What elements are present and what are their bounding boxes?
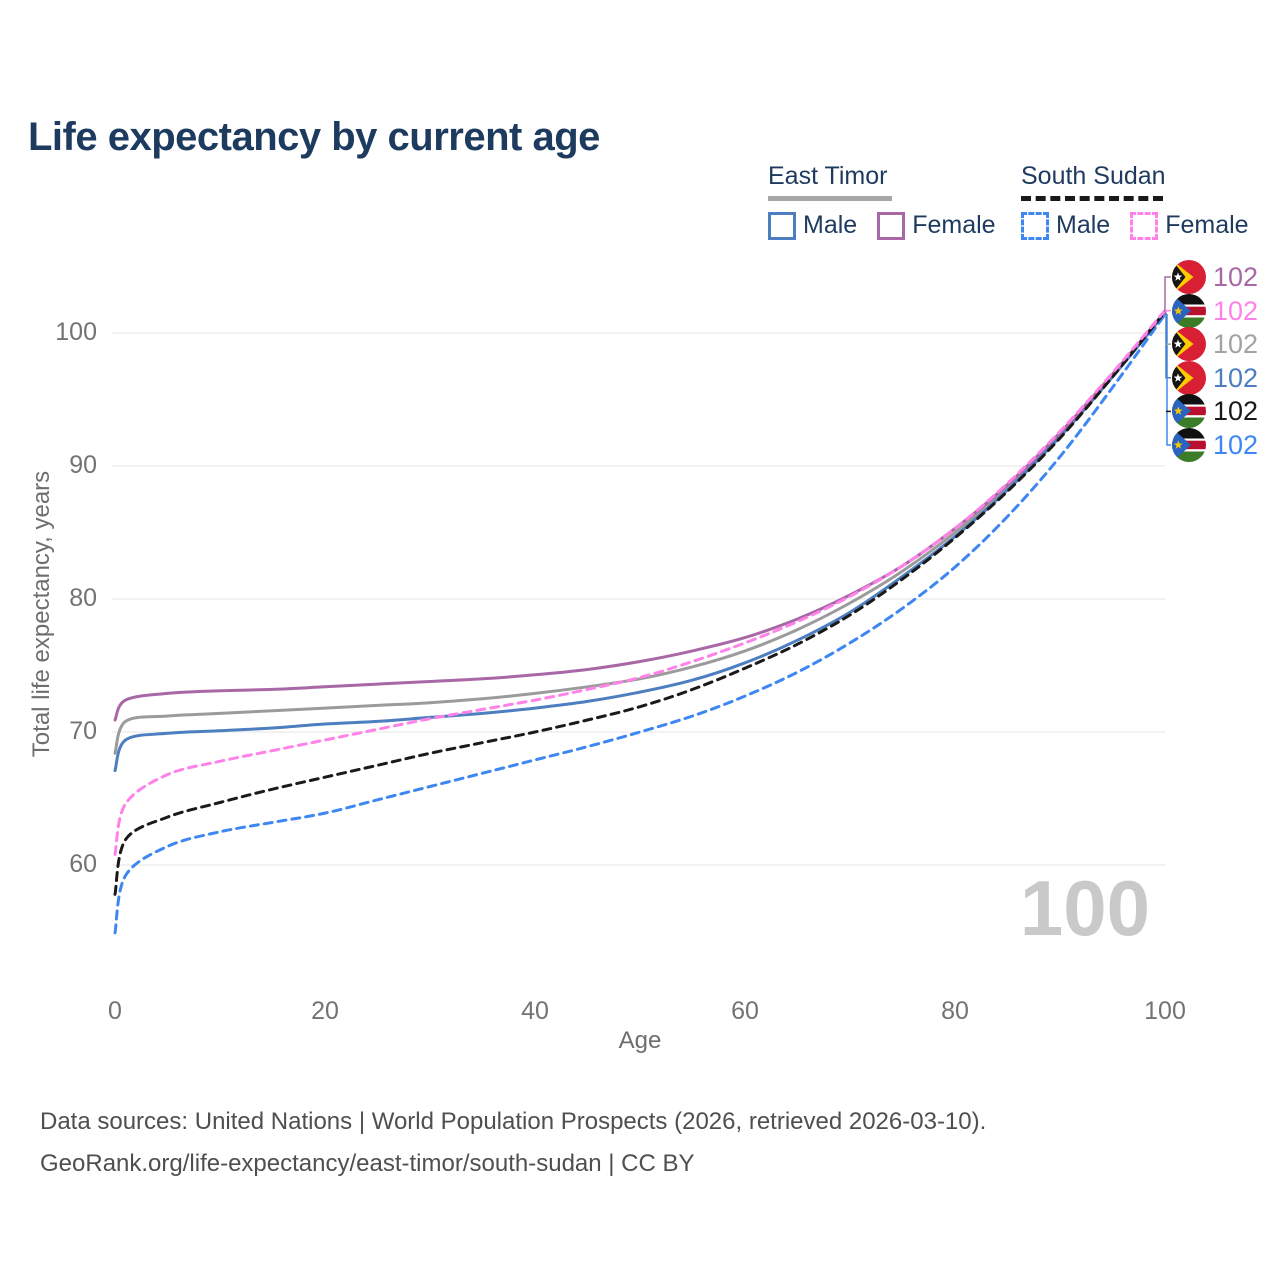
legend-item-label: Male [1056, 211, 1111, 239]
south-sudan-flag-icon [1172, 428, 1206, 462]
legend-item-south-sudan-male[interactable]: Male [1021, 211, 1110, 240]
end-label-value: 102 [1213, 295, 1259, 326]
x-tick-label-40: 40 [521, 997, 549, 1025]
east-timor-flag-icon [1172, 327, 1206, 361]
legend-heading-east-timor: East Timor [768, 162, 888, 190]
legend-item-east-timor-male[interactable]: Male [768, 211, 857, 240]
end-label-value: 102 [1213, 329, 1259, 360]
y-tick-label-100: 100 [55, 318, 97, 346]
x-tick-label-60: 60 [731, 997, 759, 1025]
legend-swatch-dashed-male [1021, 211, 1049, 240]
east-timor-flag-icon [1172, 260, 1206, 294]
y-tick-label-70: 70 [69, 717, 97, 745]
x-tick-label-80: 80 [941, 997, 969, 1025]
legend-item-south-sudan-female[interactable]: Female [1130, 211, 1249, 240]
end-label-row-east-timor-both[interactable]: 102 [1172, 327, 1258, 361]
end-label-value: 102 [1213, 262, 1259, 292]
x-tick-label-100: 100 [1144, 997, 1186, 1025]
series-line-south-sudan-male[interactable] [113, 312, 1167, 935]
end-label-value: 102 [1213, 396, 1259, 427]
legend-swatch-solid-male [768, 211, 796, 240]
end-label-row-south-sudan-male[interactable]: 102 [1172, 428, 1258, 462]
legend-swatch-dashed-female [1130, 211, 1159, 240]
page-title: Life expectancy by current age [28, 114, 600, 159]
legend-item-label: Female [1165, 211, 1249, 239]
east-timor-flag-icon [1172, 361, 1206, 395]
legend-item-label: Male [803, 211, 858, 239]
x-tick-label-0: 0 [108, 997, 122, 1025]
end-label-value: 102 [1213, 430, 1259, 460]
series-line-east-timor-male[interactable] [113, 311, 1167, 773]
attribution-caption: GeoRank.org/life-expectancy/east-timor/s… [40, 1150, 695, 1177]
legend-group-east-timor: East Timor Male Female [768, 162, 1016, 240]
x-axis-title: Age [618, 1027, 662, 1054]
legend-heading-south-sudan: South Sudan [1021, 162, 1166, 190]
series-line-south-sudan-female[interactable] [113, 308, 1167, 856]
legend-item-east-timor-female[interactable]: Female [877, 211, 996, 240]
series-line-south-sudan-both-sexes-[interactable] [113, 310, 1167, 896]
end-label-leader-line [1166, 314, 1171, 446]
legend-group-south-sudan: South Sudan Male Female [1021, 162, 1269, 240]
south-sudan-flag-icon [1172, 294, 1206, 328]
legend-swatch-solid-female [877, 211, 906, 240]
y-tick-label-90: 90 [69, 451, 97, 479]
legend-underline-dashed [1021, 196, 1163, 201]
end-label-row-south-sudan-female[interactable]: 102 [1172, 294, 1258, 328]
legend-item-label: Female [912, 211, 996, 239]
end-label-row-east-timor-male[interactable]: 102 [1172, 361, 1258, 395]
series-line-east-timor-both-sexes-[interactable] [113, 310, 1167, 755]
end-label-leader-line [1165, 313, 1171, 379]
end-label-row-south-sudan-both[interactable]: 102 [1172, 394, 1258, 428]
legend-underline-solid [768, 196, 892, 201]
data-sources-caption: Data sources: United Nations | World Pop… [40, 1108, 987, 1135]
hovered-age-watermark: 100 [1019, 864, 1150, 952]
y-tick-label-60: 60 [69, 850, 97, 878]
end-label-value: 102 [1213, 362, 1259, 393]
south-sudan-flag-icon [1172, 394, 1206, 428]
end-label-leader-line [1164, 276, 1171, 312]
end-label-row-east-timor-female[interactable]: 102 [1172, 260, 1258, 294]
y-tick-label-80: 80 [69, 584, 97, 612]
x-tick-label-20: 20 [311, 997, 339, 1025]
